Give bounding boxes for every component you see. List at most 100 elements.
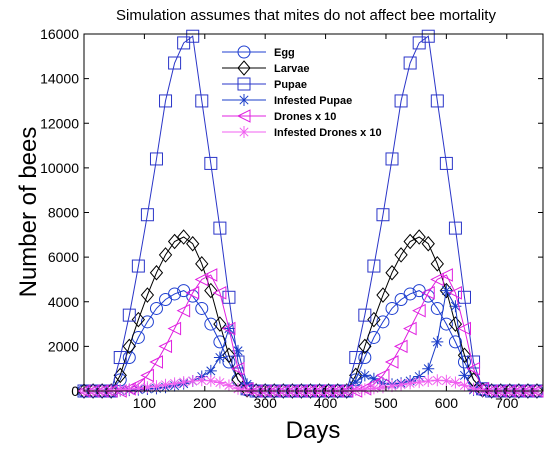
data-point: [330, 383, 345, 399]
data-point: [458, 369, 471, 382]
data-point: [421, 286, 435, 300]
x-tick-label: 600: [435, 395, 459, 411]
data-point: [132, 382, 145, 395]
data-point: [512, 383, 526, 399]
data-point: [358, 369, 371, 382]
data-point: [358, 338, 372, 355]
data-point: [267, 383, 281, 399]
data-point: [394, 247, 408, 263]
data-point: [349, 351, 363, 365]
data-point: [403, 56, 417, 70]
data-point: [213, 376, 226, 389]
data-point: [167, 321, 182, 336]
data-point: [440, 374, 453, 387]
legend-label: Drones x 10: [274, 111, 336, 123]
data-point: [376, 208, 390, 222]
data-point: [421, 29, 435, 43]
data-point: [422, 362, 435, 375]
data-point: [385, 152, 399, 166]
data-point: [168, 377, 181, 390]
data-point: [77, 383, 91, 399]
data-point: [140, 208, 154, 222]
data-point: [249, 383, 263, 399]
data-point: [422, 374, 435, 387]
legend-marker: [236, 109, 251, 123]
data-point: [430, 272, 444, 287]
data-point: [276, 383, 290, 399]
data-point: [158, 247, 173, 263]
data-point: [141, 381, 154, 394]
data-point: [404, 377, 417, 390]
y-tick-label: 16000: [40, 26, 79, 42]
data-point: [195, 94, 209, 108]
data-point: [367, 382, 380, 395]
data-point: [376, 315, 390, 329]
data-point: [140, 315, 154, 329]
data-point: [186, 235, 200, 252]
data-point: [503, 383, 517, 399]
data-point: [204, 374, 217, 387]
data-point: [122, 351, 136, 365]
data-point: [386, 380, 399, 393]
data-point: [195, 256, 209, 272]
data-point: [321, 383, 336, 399]
data-point: [430, 256, 444, 272]
data-point: [149, 355, 163, 369]
data-point: [168, 287, 182, 301]
data-point: [439, 268, 453, 282]
data-point: [177, 36, 191, 50]
legend-item: Infested Pupae: [222, 94, 352, 107]
data-point: [384, 355, 399, 369]
data-point: [358, 351, 372, 365]
data-point: [466, 361, 481, 376]
data-point: [458, 379, 471, 392]
data-point: [86, 383, 100, 399]
chart-title: Simulation assumes that mites do not aff…: [116, 7, 496, 24]
data-point: [241, 378, 254, 391]
data-point: [204, 317, 218, 331]
data-point: [176, 229, 191, 245]
x-tick-label: 100: [133, 395, 157, 411]
x-tick-label: 700: [495, 395, 519, 411]
data-point: [232, 382, 245, 395]
data-point: [212, 286, 227, 300]
data-point: [376, 287, 390, 303]
data-point: [403, 321, 417, 336]
data-point: [203, 268, 218, 282]
x-tick-label: 500: [374, 395, 398, 411]
data-point: [122, 308, 136, 322]
data-point: [140, 368, 154, 383]
y-tick-label: 12000: [40, 115, 79, 131]
data-point: [177, 376, 190, 389]
data-point: [131, 259, 145, 273]
legend-marker: [238, 94, 250, 106]
y-tick-label: 0: [71, 383, 79, 399]
data-point: [439, 282, 454, 299]
legend-item: Egg: [222, 45, 295, 59]
y-tick-label: 8000: [48, 205, 79, 221]
data-point: [149, 301, 163, 315]
data-point: [167, 233, 182, 250]
data-point: [439, 156, 453, 170]
legend-label: Egg: [274, 47, 295, 59]
data-point: [430, 94, 444, 108]
data-point: [159, 94, 173, 108]
data-point: [367, 372, 380, 385]
data-point: [467, 382, 480, 395]
data-point: [358, 383, 371, 396]
data-point: [521, 383, 535, 399]
data-point: [186, 29, 200, 43]
data-point: [312, 383, 327, 399]
legend-label: Infested Drones x 10: [274, 127, 382, 139]
data-point: [440, 284, 453, 297]
data-point: [204, 364, 217, 377]
x-tick-label: 200: [193, 395, 217, 411]
data-point: [403, 287, 417, 301]
data-point: [168, 56, 182, 70]
data-point: [448, 286, 462, 300]
data-point: [222, 347, 236, 364]
x-tick-label: 400: [314, 395, 338, 411]
data-point: [159, 378, 172, 391]
y-tick-label: 6000: [48, 249, 79, 265]
data-point: [403, 233, 417, 250]
